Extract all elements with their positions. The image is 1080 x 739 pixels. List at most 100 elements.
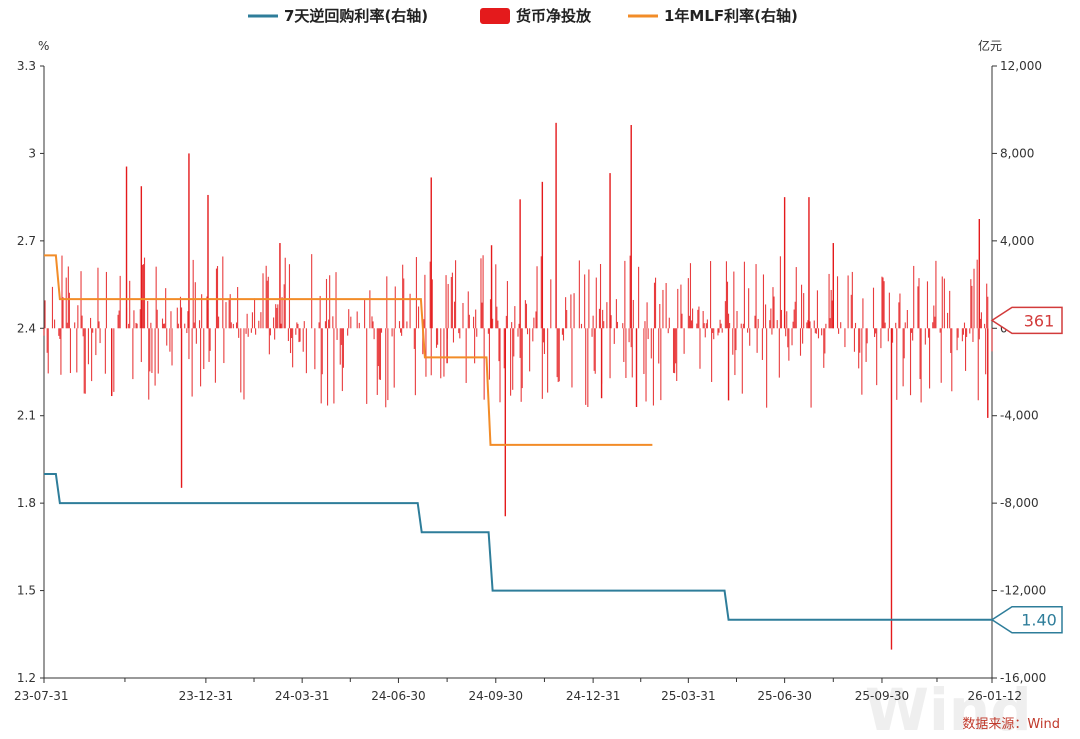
net-injection-bar [459,328,461,339]
net-injection-bar [978,328,980,340]
net-injection-bar [587,328,589,407]
axes: 1.2 1.5 1.8 2.1 2.4 2.7 3 3.3% -16,000 -12,000 -8,… [14,38,1046,703]
net-injection-bar [281,297,283,329]
net-injection-bar [749,328,751,346]
net-injection-bar [275,304,277,329]
net-injection-bar [104,328,106,374]
net-injection-bar [394,286,396,329]
net-injection-bar [720,323,722,329]
net-injection-bar [979,318,981,329]
net-injection-bar [625,328,627,378]
net-injection-bar [787,328,789,348]
net-injection-bar [431,279,433,329]
net-injection-bar [578,260,580,329]
net-injection-bar [371,316,373,329]
net-injection-bar [277,304,279,329]
net-injection-bar [638,266,640,329]
net-injection-bar [704,328,706,338]
net-injection-bar [195,328,197,344]
net-injection-bar [859,328,861,353]
net-injection-bar [961,328,963,342]
left-tick-label: 1.5 [17,584,36,598]
net-injection-bar [902,328,904,387]
net-injection-bar-peak [630,125,632,329]
net-injection-bar [61,255,63,329]
net-injection-bar [136,323,138,329]
net-injection-bar [475,309,477,329]
net-injection-bar [369,290,371,329]
net-injection-bar [280,323,282,329]
net-injection-bar [706,319,708,329]
net-injection-bar-peak [609,173,611,329]
net-injection-bar [43,328,45,336]
net-injection-bar [898,302,900,329]
net-injection-bar [402,264,404,329]
net-injection-bar [132,328,134,380]
net-injection-bar [245,328,247,334]
net-injection-bar [772,287,774,329]
net-injection-bar [328,319,330,329]
net-injection-bar [824,328,826,354]
right-tick-label: -4,000 [1000,409,1039,423]
net-injection-bar [179,296,182,329]
net-injection-bar-peak [188,153,190,329]
net-injection-bar [87,328,89,365]
net-injection-bar [542,328,544,343]
net-injection-bar [970,279,972,329]
net-injection-bar [325,278,328,329]
net-injection-bar [603,321,605,329]
net-injection-bar [297,323,299,329]
net-injection-bar [823,328,825,368]
net-injection-bar [632,299,634,329]
net-injection-bar [483,328,485,400]
net-injection-bar [378,328,380,380]
net-injection-bar [177,323,179,329]
net-injection-bar [550,279,552,329]
net-injection-bar [268,328,270,355]
net-injection-bar [380,328,383,333]
net-injection-bar [302,328,304,352]
net-injection-bar-peak [430,177,432,329]
net-injection-bar [519,328,521,358]
net-injection-bar-peak [635,328,638,407]
net-injection-bar [659,304,661,329]
net-injection-bar [927,328,930,338]
net-injection-bar [947,312,949,329]
net-injection-bar [237,287,239,329]
net-injection-bar [919,328,921,380]
net-injection-bar [802,328,804,344]
net-injection-bar [348,309,350,329]
net-injection-bar [518,323,520,329]
net-injection-bar [69,328,72,374]
net-injection-bar [980,312,982,329]
net-injection-bar [255,328,257,335]
net-injection-bar [862,298,864,329]
net-injection-bar [327,328,329,406]
data-source: 数据来源：Wind [962,717,1060,732]
net-injection-bar [779,256,781,329]
net-injection-bar [771,328,773,335]
net-injection-bar [240,328,242,393]
net-injection-bar [228,299,230,329]
net-injection-bar [964,328,967,371]
net-injection-bar-peak [727,328,730,401]
net-injection-bar [77,305,79,329]
net-injection-bar [232,323,234,329]
left-tick-label: 3.3 [17,59,36,73]
net-injection-bar [81,315,83,329]
net-injection-bar [447,283,449,329]
x-tick-label: 24-03-31 [275,689,329,703]
net-injection-bar [510,328,512,396]
net-injection-bar [674,328,676,374]
watermark: Wind [865,676,1032,739]
net-injection-bar [520,328,522,402]
net-injection-bar [243,328,245,400]
net-injection-bar [598,308,601,329]
net-injection-bar [934,316,936,329]
net-injection-bar [613,328,615,344]
left-tick-label: 2.4 [17,321,36,335]
net-injection-bar [139,309,141,329]
net-injection-bar [765,304,767,329]
net-injection-bar [629,255,631,329]
x-tick-label: 25-06-30 [757,689,811,703]
